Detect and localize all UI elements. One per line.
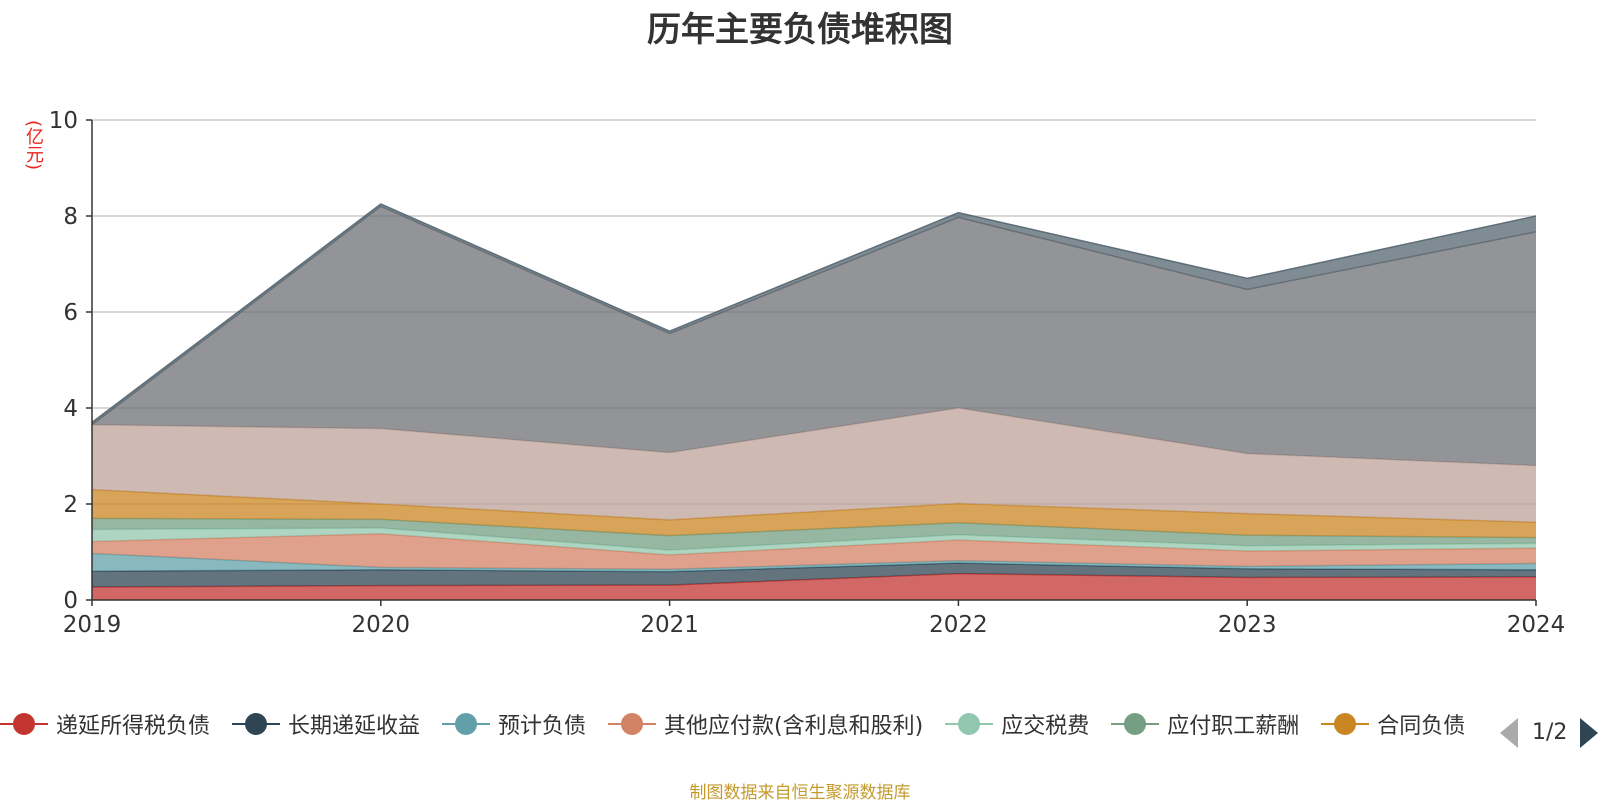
legend-marker-icon — [232, 712, 281, 736]
legend-item[interactable]: 应付职工薪酬 — [1111, 706, 1299, 742]
stacked-area-chart: 0 2 4 6 8 10 2019 2020 2021 2022 2023 2024 — [49, 108, 1566, 638]
legend-label: 预计负债 — [498, 714, 587, 739]
legend-marker-dot — [13, 713, 35, 735]
y-axis-unit-label: (亿元) — [23, 120, 44, 171]
area-series-2 — [92, 563, 1536, 588]
area-series-group — [91, 203, 1537, 600]
legend-page-indicator: 1/2 — [1532, 720, 1568, 745]
legend-marker-icon — [945, 712, 994, 736]
legend-marker-icon — [608, 712, 657, 736]
legend-marker-dot — [1124, 713, 1147, 735]
x-tick-label: 2023 — [1218, 612, 1277, 638]
legend-marker-icon — [442, 712, 491, 736]
y-tick-label: 4 — [63, 396, 78, 422]
area-series-1 — [92, 573, 1536, 600]
legend: 递延所得税负债 长期递延收益 预计负债 其他应付款(含利息和股利) 应交税费 应付职工薪酬… — [0, 706, 1500, 742]
area-series-8 — [92, 408, 1536, 523]
legend-label: 应付职工薪酬 — [1167, 714, 1300, 739]
legend-label: 其他应付款(含利息和股利) — [664, 714, 924, 739]
legend-marker-icon — [1321, 712, 1370, 736]
legend-item[interactable]: 递延所得税负债 — [0, 706, 210, 742]
area-series-6 — [92, 518, 1536, 551]
area-series-4 — [92, 533, 1536, 570]
legend-marker-icon — [0, 712, 48, 736]
legend-marker-dot — [1334, 713, 1357, 735]
legend-label: 合同负债 — [1377, 714, 1466, 739]
y-tick-label: 8 — [63, 204, 78, 230]
legend-item[interactable]: 预计负债 — [442, 706, 586, 742]
legend-marker-dot — [621, 713, 644, 735]
legend-label: 应交税费 — [1001, 714, 1090, 739]
area-series-3 — [92, 553, 1536, 572]
legend-prev-page-button[interactable] — [1500, 718, 1518, 748]
area-series-7 — [92, 489, 1536, 538]
x-tick-label: 2021 — [640, 612, 699, 638]
x-tick-label: 2024 — [1507, 612, 1566, 638]
legend-item[interactable]: 长期递延收益 — [232, 706, 420, 742]
legend-marker-dot — [245, 713, 268, 735]
data-source-note: 制图数据来自恒生聚源数据库 — [689, 783, 911, 803]
area-series-5 — [92, 528, 1536, 555]
legend-label: 长期递延收益 — [288, 714, 421, 739]
x-tick-label: 2019 — [63, 612, 122, 638]
axes: 0 2 4 6 8 10 2019 2020 2021 2022 2023 2024 — [49, 108, 1566, 638]
legend-item[interactable]: 应交税费 — [945, 706, 1089, 742]
x-tick-label: 2022 — [929, 612, 988, 638]
legend-item[interactable]: 其他应付款(含利息和股利) — [608, 706, 923, 742]
legend-marker-dot — [958, 713, 981, 735]
legend-marker-dot — [455, 713, 478, 735]
y-tick-label: 6 — [63, 300, 78, 326]
area-series-9 — [92, 206, 1536, 466]
chart-title: 历年主要负债堆积图 — [647, 10, 953, 50]
legend-next-page-button[interactable] — [1580, 718, 1598, 748]
y-tick-label: 10 — [49, 108, 78, 134]
legend-marker-icon — [1111, 712, 1160, 736]
area-series-10-line — [91, 203, 1537, 423]
legend-pager: 1/2 — [1500, 718, 1600, 748]
legend-item[interactable]: 合同负债 — [1321, 706, 1465, 742]
y-tick-label: 0 — [63, 588, 78, 614]
legend-label: 递延所得税负债 — [56, 714, 211, 739]
x-tick-label: 2020 — [352, 612, 411, 638]
y-tick-label: 2 — [63, 492, 78, 518]
